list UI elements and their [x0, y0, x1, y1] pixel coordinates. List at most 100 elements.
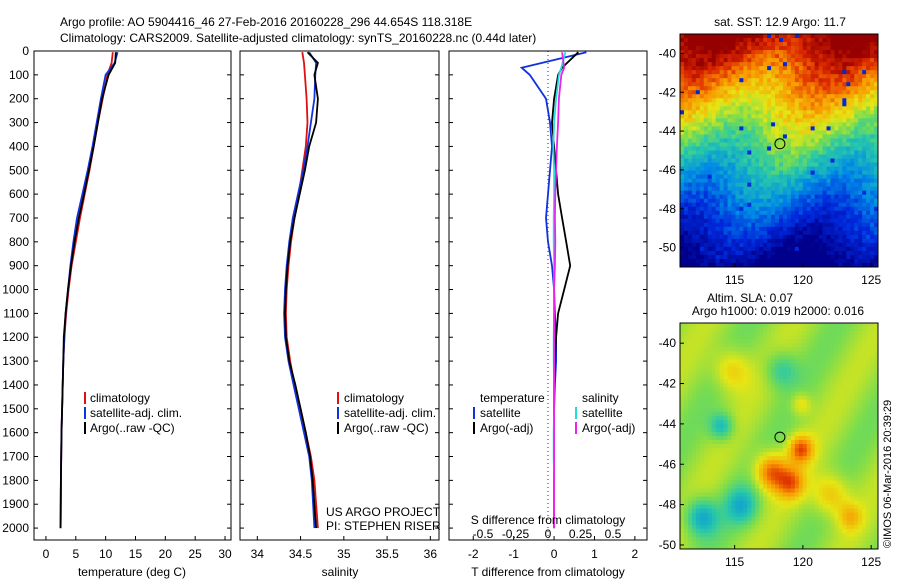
heatmap-cell [683, 444, 689, 449]
heatmap-cell [703, 82, 709, 87]
heatmap-cell [711, 170, 717, 176]
heatmap-cell [870, 70, 875, 75]
heatmap-cell [802, 54, 808, 59]
heatmap-cell [794, 46, 800, 51]
heatmap-cell [687, 210, 693, 216]
heatmap-cell [723, 134, 728, 139]
heatmap-cell [842, 355, 847, 360]
heatmap-cell [680, 419, 685, 425]
heatmap-cell [790, 138, 796, 143]
heatmap-cell [707, 323, 713, 328]
heatmap-cell [703, 468, 709, 473]
heatmap-cell [727, 234, 732, 240]
heatmap-cell [719, 110, 724, 115]
heatmap-cell [703, 250, 709, 256]
heatmap-cell [759, 427, 764, 433]
heatmap-cell [842, 62, 847, 67]
heatmap-cell [691, 383, 697, 388]
heatmap-cell [790, 102, 796, 107]
heatmap-cell [779, 70, 784, 75]
heatmap-cell [739, 210, 744, 216]
heatmap-cell [798, 448, 804, 453]
heatmap-cell [711, 371, 717, 376]
heatmap-cell [866, 74, 871, 79]
heatmap-cell [719, 90, 724, 95]
heatmap-cell [846, 327, 851, 332]
heatmap-cell [818, 98, 823, 103]
heatmap-cell [794, 186, 800, 192]
heatmap-cell [763, 403, 768, 409]
heatmap-cell [858, 359, 863, 364]
heatmap-cell [747, 118, 752, 123]
heatmap-cell [814, 102, 819, 107]
heatmap-cell [703, 198, 709, 204]
heatmap-cell [719, 162, 724, 167]
heatmap-cell [739, 423, 744, 429]
heatmap-cell [850, 403, 855, 409]
heatmap-cell [814, 66, 819, 71]
heatmap-cell [739, 351, 744, 356]
heatmap-cell [786, 166, 792, 171]
heatmap-cell [767, 74, 772, 79]
heatmap-cell [747, 448, 752, 453]
heatmap-cell [782, 122, 788, 127]
heatmap-cell [743, 351, 748, 356]
heatmap-cell [786, 371, 792, 376]
heatmap-cell [786, 106, 792, 111]
heatmap-cell [779, 331, 784, 336]
heatmap-cell [822, 66, 827, 71]
heatmap-cell [850, 166, 855, 171]
heatmap-cell [775, 198, 780, 204]
heatmap-cell [826, 170, 831, 176]
heatmap-cell [842, 375, 847, 380]
heatmap-cell [782, 363, 788, 368]
heatmap-cell [866, 42, 871, 47]
heatmap-cell [798, 415, 804, 421]
heatmap-cell [719, 347, 724, 352]
heatmap-cell [691, 335, 697, 340]
heatmap-cell [747, 355, 752, 360]
heatmap-cell [759, 58, 764, 63]
heatmap-cell [862, 444, 867, 449]
heatmap-cell [838, 456, 843, 461]
heatmap-cell [680, 134, 685, 139]
heatmap-cell [695, 375, 701, 380]
heatmap-cell [719, 182, 724, 188]
heatmap-cell [743, 230, 748, 236]
heatmap-cell [719, 367, 724, 372]
heatmap-cell [775, 419, 780, 425]
heatmap-cell [818, 50, 823, 55]
heatmap-cell [763, 90, 768, 95]
heatmap-cell [719, 444, 724, 449]
heatmap-cell [727, 118, 732, 123]
heatmap-cell [874, 419, 879, 425]
heatmap-cell [838, 150, 843, 155]
legend-label-climatology: climatology [90, 391, 150, 405]
heatmap-cell [739, 379, 744, 384]
heatmap-cell [826, 166, 831, 171]
heatmap-cell [715, 238, 720, 244]
heatmap-cell [842, 351, 847, 356]
heatmap-cell [680, 114, 685, 119]
heatmap-cell [779, 214, 784, 220]
heatmap-cell [747, 122, 752, 127]
heatmap-cell [782, 351, 788, 356]
heatmap-cell [870, 230, 875, 236]
heatmap-cell [699, 42, 705, 47]
heatmap-cell [763, 98, 768, 103]
heatmap-cell [775, 202, 780, 208]
heatmap-cell [680, 162, 685, 167]
heatmap-cell [715, 66, 720, 71]
heatmap-cell [711, 403, 717, 409]
heatmap-cell [715, 114, 720, 119]
heatmap-cell [775, 387, 780, 393]
heatmap-cell [794, 379, 800, 384]
heatmap-cell [683, 431, 689, 437]
heatmap-cell [687, 415, 693, 421]
heatmap-cell [767, 375, 772, 380]
heatmap-cell [743, 206, 748, 212]
heatmap-cell [755, 464, 760, 469]
heatmap-cell [755, 94, 760, 99]
heatmap-cell [687, 34, 693, 39]
heatmap-cell [775, 222, 780, 228]
